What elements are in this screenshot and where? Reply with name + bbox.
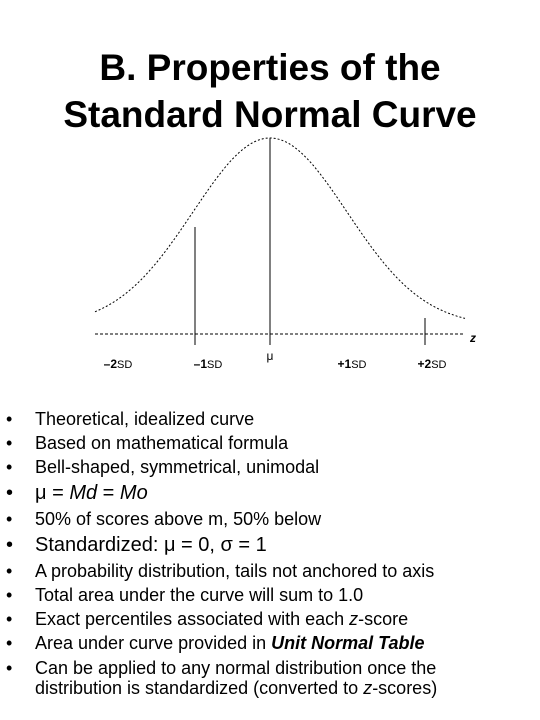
title-line: Standard Normal Curve [63,94,477,135]
bullet: Standardized: μ = 0, σ = 1 [0,531,505,559]
bullet: μ = Md = Mo [0,479,505,507]
sd-label: –2SD [104,357,133,371]
text: Total area under the curve will sum to 1… [35,585,364,605]
text: Area under curve provided in [35,633,272,653]
text: Can be applied to any normal distributio… [35,658,437,698]
sd-label: +2SD [418,357,447,371]
text: Standardized: μ = 0, σ = 1 [35,534,267,556]
sd-sign: μ [267,349,274,363]
sd-sign: –2 [104,357,118,371]
bullet: Theoretical, idealized curve [0,407,505,431]
text: z [363,678,373,698]
sd-label: –1SD [194,357,223,371]
sd-sign: –1 [194,357,208,371]
text: Md [69,482,98,504]
sd-unit: SD [431,359,446,371]
bell-curve [94,137,466,319]
text: Exact percentiles associated with each [35,609,350,629]
text: A probability distribution, tails not an… [35,561,435,581]
sd-sign: +1 [338,357,352,371]
text: Theoretical, idealized curve [35,409,255,429]
title: B. Properties of the Standard Normal Cur… [0,44,540,138]
text: Based on mathematical formula [35,433,289,453]
bullet: 50% of scores above m, 50% below [0,507,505,531]
title-line: B. Properties of the [99,47,441,88]
text: 50% of scores above m, 50% below [35,509,322,529]
bullet: A probability distribution, tails not an… [0,559,505,583]
sd-unit: SD [207,359,222,371]
text: Unit Normal Table [271,633,425,653]
bullet: Exact percentiles associated with each z… [0,607,505,631]
bullet: Can be applied to any normal distributio… [0,658,505,698]
bullet: Total area under the curve will sum to 1… [0,583,505,607]
text: = [97,482,120,504]
bullet-list: Theoretical, idealized curve Based on ma… [0,407,540,698]
sd-label: μ [267,349,274,363]
text: Mo [119,482,148,504]
sd-sign: +2 [418,357,432,371]
text: -scores) [372,678,438,698]
sd-unit: SD [117,359,132,371]
sd-label: +1SD [338,357,367,371]
axis-label: z [469,331,476,345]
sd-unit: SD [351,359,366,371]
text: -score [358,609,409,629]
bullet: Based on mathematical formula [0,431,505,455]
bullet: Area under curve provided in Unit Normal… [0,631,505,655]
text: z [349,609,359,629]
text: μ = [35,482,70,504]
text: Bell-shaped, symmetrical, unimodal [35,457,320,477]
bullet: Bell-shaped, symmetrical, unimodal [0,455,505,479]
